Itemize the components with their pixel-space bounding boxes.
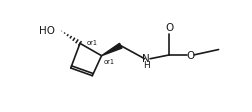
Text: O: O: [165, 23, 173, 32]
Text: or1: or1: [86, 39, 97, 45]
Text: or1: or1: [104, 59, 114, 65]
Text: H: H: [142, 60, 149, 69]
Text: N: N: [142, 54, 149, 63]
Text: O: O: [185, 51, 194, 60]
Text: HO: HO: [39, 26, 54, 36]
Polygon shape: [101, 44, 121, 56]
